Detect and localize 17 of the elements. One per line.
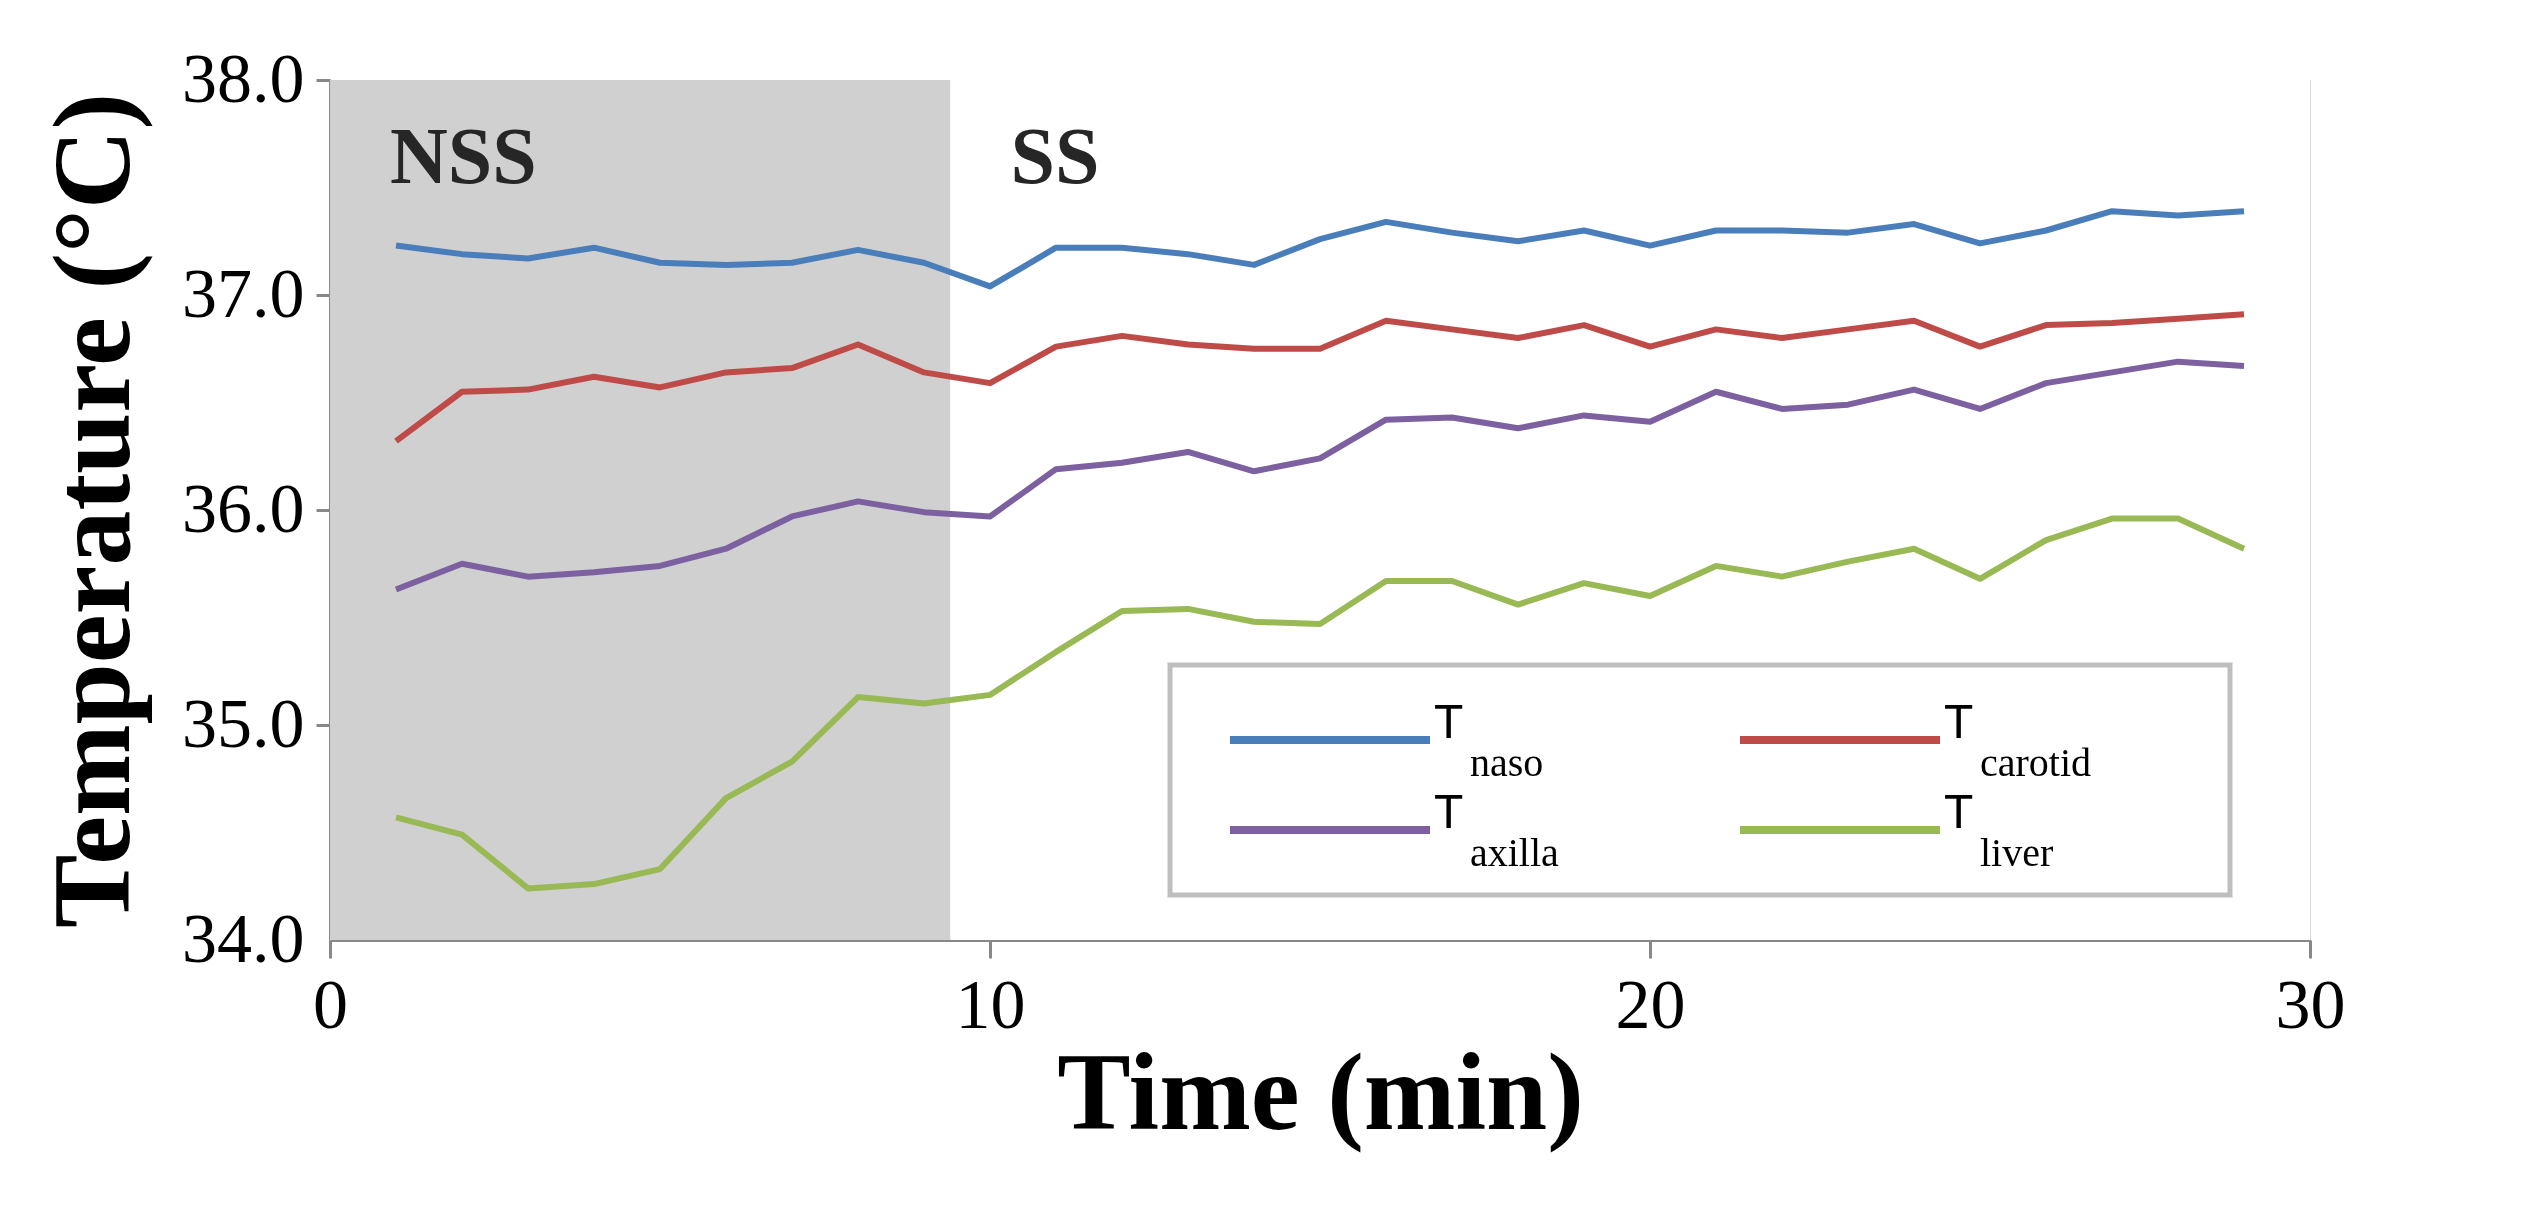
x-tick-label: 0	[313, 965, 348, 1043]
band-label: SS	[1010, 112, 1100, 200]
y-tick-label: 38.0	[182, 39, 305, 117]
legend-label: Tnaso	[1434, 695, 1544, 785]
x-tick-label: 20	[1615, 965, 1686, 1043]
x-tick-label: 30	[2275, 965, 2346, 1043]
y-tick-label: 36.0	[182, 469, 305, 547]
legend-label: Tcarotid	[1944, 695, 2092, 785]
band-label: NSS	[390, 112, 537, 200]
legend-label: Tliver	[1944, 785, 2054, 875]
y-tick-label: 34.0	[182, 899, 305, 977]
y-axis-title: Temperature (°C)	[31, 92, 153, 929]
x-axis-title: Time (min)	[1057, 1030, 1584, 1153]
y-tick-label: 35.0	[182, 684, 305, 762]
y-tick-label: 37.0	[182, 254, 305, 332]
legend-label: Taxilla	[1434, 785, 1560, 875]
x-tick-label: 10	[955, 965, 1026, 1043]
